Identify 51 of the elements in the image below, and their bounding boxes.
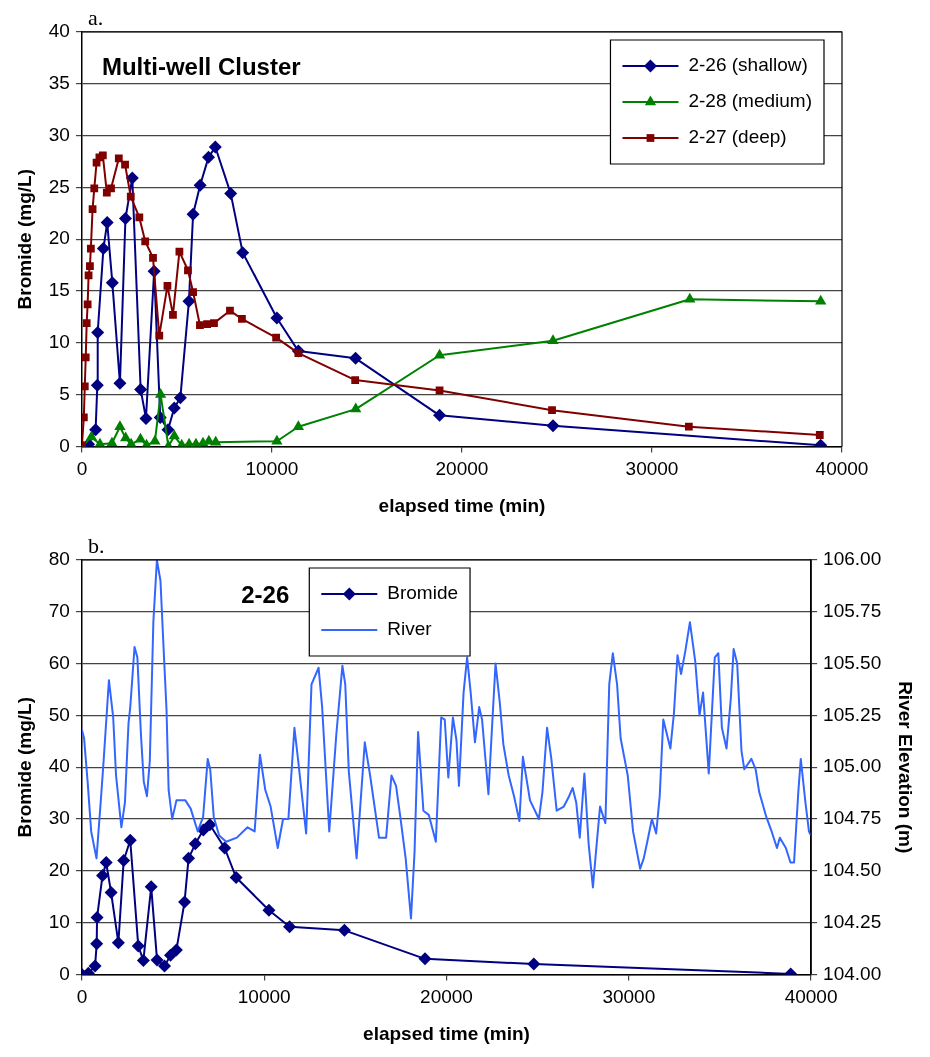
legend-label: Bromide bbox=[387, 582, 459, 604]
x-tick-label: 30000 bbox=[625, 458, 679, 480]
y-tick-label: 15 bbox=[48, 279, 70, 301]
y-tick-label: 80 bbox=[48, 548, 70, 570]
y-axis-title: Bromide (mg/L) bbox=[13, 697, 35, 838]
y-tick-label: 5 bbox=[59, 382, 70, 404]
y2-tick-label: 105.75 bbox=[823, 600, 882, 622]
legend-label: River bbox=[387, 618, 433, 640]
y-tick-label: 30 bbox=[48, 807, 70, 829]
y-tick-label: 10 bbox=[48, 331, 70, 353]
y-axis-title: Bromide (mg/L) bbox=[13, 169, 35, 310]
y2-tick-label: 104.00 bbox=[823, 962, 882, 984]
x-tick-label: 40000 bbox=[815, 458, 869, 480]
y-tick-label: 35 bbox=[48, 72, 70, 94]
y2-tick-label: 106.00 bbox=[823, 548, 882, 570]
x-tick-label: 40000 bbox=[784, 986, 838, 1008]
y2-tick-label: 105.25 bbox=[823, 703, 882, 725]
y-tick-label: 60 bbox=[48, 651, 70, 673]
x-tick-label: 20000 bbox=[435, 458, 489, 480]
annotation: 2-26 bbox=[241, 580, 290, 608]
y-tick-label: 40 bbox=[48, 755, 70, 777]
y-tick-label: 0 bbox=[59, 962, 70, 984]
legend-label: 2-26 (shallow) bbox=[688, 54, 808, 76]
y-tick-label: 20 bbox=[48, 859, 70, 881]
y2-tick-label: 105.00 bbox=[823, 755, 882, 777]
x-tick-label: 10000 bbox=[237, 986, 291, 1008]
y-tick-label: 20 bbox=[48, 227, 70, 249]
x-tick-label: 20000 bbox=[420, 986, 473, 1008]
y-tick-label: 50 bbox=[48, 703, 70, 725]
y-tick-label: 0 bbox=[59, 434, 70, 456]
x-axis-title: elapsed time (min) bbox=[378, 494, 546, 516]
x-tick-label: 30000 bbox=[602, 986, 656, 1008]
y-tick-label: 25 bbox=[48, 175, 70, 197]
text: a. bbox=[87, 4, 104, 30]
legend-label: 2-27 (deep) bbox=[688, 126, 787, 148]
x-tick-label: 0 bbox=[76, 458, 88, 480]
y-tick-label: 40 bbox=[48, 20, 70, 42]
y-tick-label: 30 bbox=[48, 123, 70, 145]
y2-tick-label: 104.75 bbox=[823, 807, 882, 829]
y-tick-label: 10 bbox=[48, 910, 70, 932]
x-tick-label: 10000 bbox=[245, 458, 299, 480]
text: b. bbox=[87, 532, 105, 558]
legend-label: 2-28 (medium) bbox=[688, 90, 813, 112]
y2-axis-title: River Elevation (m) bbox=[895, 681, 917, 854]
x-axis-title: elapsed time (min) bbox=[363, 1022, 530, 1044]
y2-tick-label: 104.50 bbox=[823, 859, 882, 881]
y2-tick-label: 104.25 bbox=[823, 910, 882, 932]
y-tick-label: 70 bbox=[48, 600, 70, 622]
y2-tick-label: 105.50 bbox=[823, 651, 882, 673]
x-tick-label: 0 bbox=[76, 986, 88, 1008]
annotation: Multi-well Cluster bbox=[101, 52, 301, 80]
